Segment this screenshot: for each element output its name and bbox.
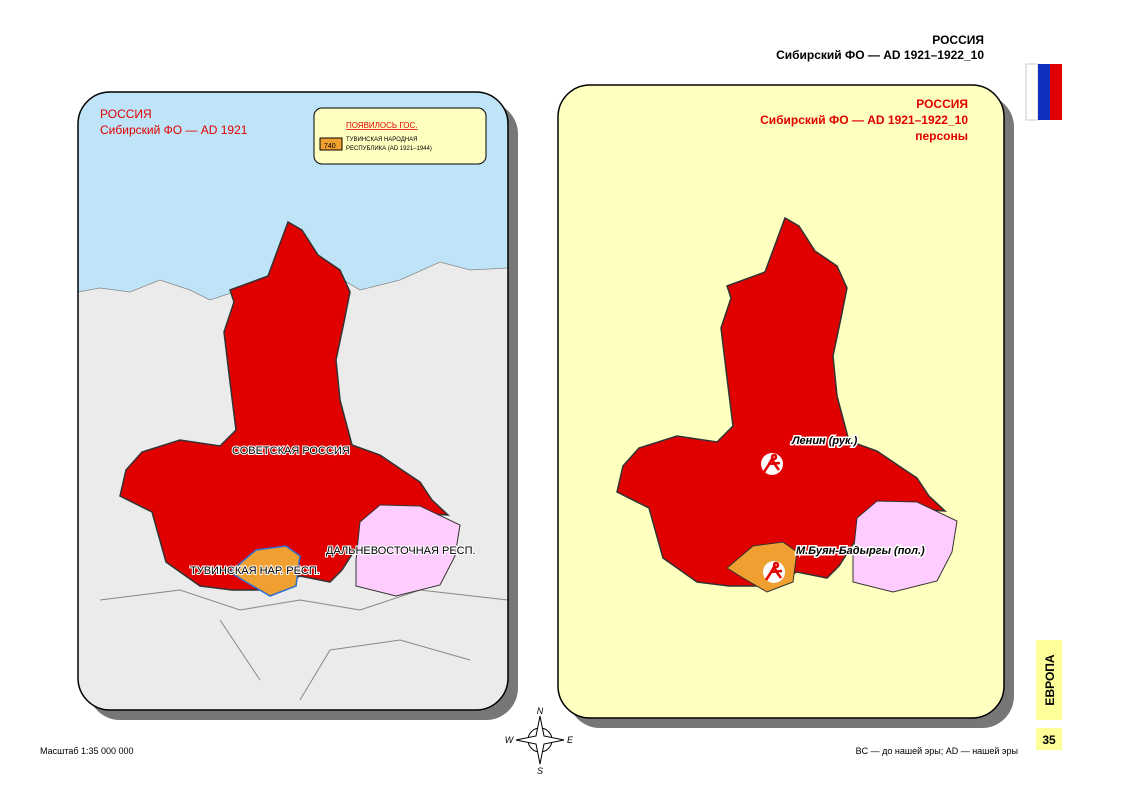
- flag-red: [1050, 64, 1062, 120]
- compass-n: N: [537, 706, 544, 716]
- era-note: BC — до нашей эры; AD — нашей эры: [856, 746, 1018, 756]
- left-title: РОССИЯ: [100, 107, 152, 121]
- legend-text: ТУВИНСКАЯ НАРОДНАЯ: [346, 137, 417, 143]
- frame: [77, 91, 509, 711]
- person-icon: [764, 561, 783, 581]
- legend-text: РЕСПУБЛИКА (AD 1921–1944): [346, 146, 432, 152]
- person-label: М.Буян-Бадыргы (пол.): [796, 545, 925, 557]
- compass-e: E: [567, 735, 574, 745]
- region-label: ТУВИНСКАЯ НАР. РЕСП.: [190, 565, 320, 577]
- right-caption: персоны: [915, 129, 968, 143]
- legend: [313, 107, 487, 165]
- region-label: СОВЕТСКАЯ РОССИЯ: [232, 445, 350, 457]
- person-icon: [762, 453, 781, 473]
- page-number: 35: [1042, 733, 1056, 747]
- scale: Масштаб 1:35 000 000: [40, 746, 134, 756]
- flag-blue: [1038, 64, 1050, 120]
- right-map: РОССИЯ Сибирский ФО — AD 1921–1922_10 пе…: [557, 84, 1014, 728]
- legend-swatch: [319, 137, 343, 151]
- region-label: ДАЛЬНЕВОСТОЧНАЯ РЕСП.: [326, 545, 476, 557]
- page-tab: [1036, 728, 1062, 750]
- section: ЕВРОПА: [1043, 654, 1057, 705]
- compass-star: [515, 715, 565, 765]
- header-subtitle: Сибирский ФО — AD 1921–1922_10: [776, 48, 984, 62]
- compass: N W E S: [505, 706, 574, 776]
- header: РОССИЯ Сибирский ФО — AD 1921–1922_10: [776, 33, 1062, 121]
- footer: Масштаб 1:35 000 000 BC — до нашей эры; …: [40, 640, 1062, 756]
- tuva: [228, 545, 301, 597]
- legend-code: 740: [324, 143, 336, 150]
- legend-heading: ПОЯВИЛОСЬ ГОС.: [346, 121, 418, 130]
- flag-white: [1025, 63, 1039, 121]
- right-subtitle: Сибирский ФО — AD 1921–1922_10: [760, 113, 968, 127]
- left-map: РОССИЯ Сибирский ФО — AD 1921 ПОЯВИЛОСЬ …: [77, 91, 518, 720]
- left-subtitle: Сибирский ФО — AD 1921: [100, 123, 248, 137]
- person-label: Ленин (рук.): [791, 435, 858, 447]
- right-title: РОССИЯ: [916, 97, 968, 111]
- header-country: РОССИЯ: [932, 33, 984, 47]
- compass-w: W: [505, 735, 515, 745]
- compass-s: S: [537, 766, 543, 776]
- section-tab: [1036, 640, 1062, 720]
